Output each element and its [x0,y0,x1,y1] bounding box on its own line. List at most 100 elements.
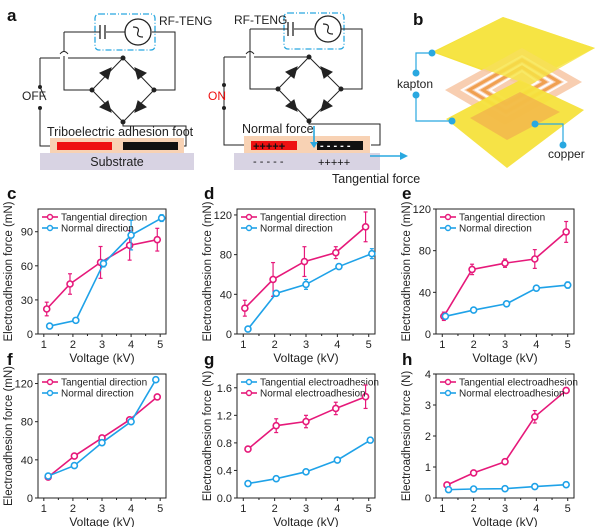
normal-force-label: Normal force [242,122,314,136]
legend-marker [46,378,54,386]
data-point [244,479,252,488]
y-tick-label: 0 [425,329,431,341]
y-tick-label: 0.4 [217,465,232,477]
y-tick-label: 80 [220,250,232,262]
y-tick-label: 40 [419,287,431,299]
data-point [272,421,281,430]
series-tangential-direction [42,227,162,317]
data-point [302,468,310,476]
data-point [530,255,539,263]
substrate-off [40,153,194,170]
x-tick-label: 1 [41,503,47,515]
legend-marker [46,389,54,397]
series-tangential-electroadhesion [443,386,570,489]
data-point [331,404,340,413]
data-point [45,322,54,330]
series-tangential-electroadhesion [244,436,375,488]
series-tangential-direction [241,211,370,317]
x-tick-label: 2 [471,503,477,515]
x-tick-label: 4 [533,503,539,515]
data-point [241,304,249,313]
data-point [468,265,476,274]
x-tick-label: 4 [128,339,134,351]
data-point [361,392,370,401]
kapton-label: kapton [397,77,433,91]
data-point [532,284,541,292]
switch-off [39,86,47,101]
series-normal-electroadhesion [244,384,370,453]
data-point [302,280,310,289]
on-label: ON [208,89,226,103]
data-point [501,457,509,466]
data-point [361,223,370,231]
legend-marker [245,389,253,397]
rf-teng-label-on: RF-TENG [234,13,287,27]
legend-label: Normal direction [61,224,134,235]
data-point [469,306,478,314]
x-tick-label: 2 [70,339,76,351]
series-tangential-direction [440,220,570,322]
y-tick-label: 0 [27,493,33,505]
x-tick-label: 3 [502,503,508,515]
series-normal-direction [44,375,160,480]
kapton-layer [435,17,595,85]
y-tick-label: 4 [425,369,431,381]
electrode-stack [432,17,595,168]
data-point [469,469,478,477]
y-tick-label: 40 [220,289,232,301]
y-tick-label: 60 [21,261,33,273]
x-tick-label: 4 [128,503,134,515]
series-normal-direction [45,214,166,330]
x-tick-label: 5 [565,503,571,515]
data-point [244,445,252,453]
data-point [300,257,309,266]
substrate-label: Substrate [90,155,144,169]
series-line [244,226,367,309]
copper-label: copper [548,147,585,161]
panel-label-g: g [204,350,215,369]
data-point [99,259,108,268]
data-point [153,235,162,244]
data-point [66,280,74,288]
series-normal-direction [244,248,376,333]
legend-marker [444,213,452,221]
x-tick-label: 1 [439,503,445,515]
data-point [366,436,375,444]
y-tick-label: 80 [21,417,33,429]
y-axis-label: Electroadhesion force (mN) [401,201,413,341]
legend-marker [444,389,452,397]
data-point [127,231,135,239]
foot-label: Triboelectric adhesion foot [47,125,194,139]
x-tick-label: 3 [502,339,508,351]
wire [64,31,176,91]
series-line [446,389,567,486]
y-tick-label: 0 [27,329,33,341]
data-point [269,275,277,284]
x-axis-label: Voltage (kV) [472,515,537,527]
y-axis-label: Electroadhesion force (mN) [3,201,15,341]
x-tick-label: 5 [366,503,372,515]
panel-label-b: b [413,10,424,29]
y-tick-label: 120 [214,210,232,222]
data-point [152,375,160,384]
data-point [502,299,511,308]
y-tick-label: 1.2 [217,410,232,422]
series-line [247,252,373,330]
data-point [127,417,135,426]
data-point [562,228,570,236]
electrode-left-charges: +++++ [253,141,285,153]
y-tick-label: 0 [425,493,431,505]
x-tick-label: 5 [157,339,163,351]
panel-label-d: d [204,184,215,203]
x-tick-label: 5 [157,503,163,515]
x-tick-label: 2 [272,339,278,351]
data-point [98,438,106,447]
off-label: OFF [22,89,46,103]
legend-label: Normal electroadhesion [459,389,565,400]
x-tick-label: 2 [70,503,76,515]
panel-label-c: c [7,184,17,203]
series-line [46,238,158,310]
tangential-force-label: Tangential force [332,172,420,186]
data-point [469,485,478,493]
data-point [335,262,343,271]
